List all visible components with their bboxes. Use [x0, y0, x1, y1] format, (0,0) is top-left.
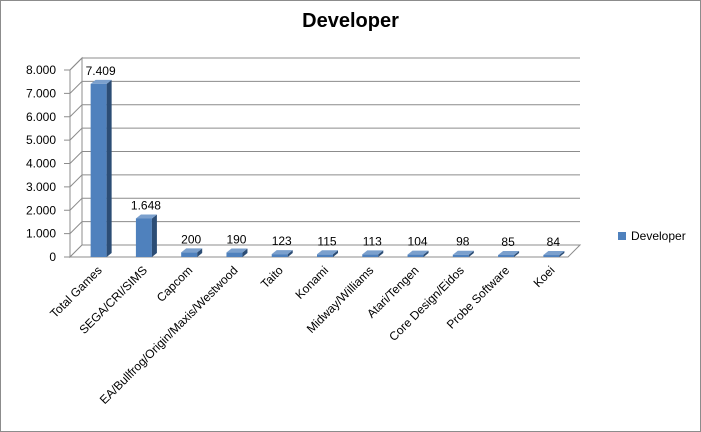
- bar-front: [90, 83, 107, 257]
- bar-side: [106, 79, 112, 257]
- bar-front: [452, 254, 469, 257]
- bar-front: [181, 252, 198, 257]
- bar-side: [151, 214, 157, 257]
- bar-top: [543, 251, 565, 256]
- bar: [452, 250, 474, 257]
- gridline: [69, 80, 580, 94]
- data-label: 123: [272, 234, 292, 248]
- bar-front: [135, 218, 152, 257]
- x-tick-label: Capcom: [154, 263, 195, 304]
- bar-side: [333, 250, 338, 257]
- bar-side: [242, 248, 248, 257]
- bar-top: [226, 248, 248, 253]
- bar-front: [498, 255, 515, 257]
- bar-side: [423, 250, 429, 257]
- y-tick-label: 3.000: [26, 180, 56, 194]
- bar-top: [362, 250, 384, 255]
- data-label: 7.409: [86, 64, 116, 78]
- bar-top: [317, 250, 338, 255]
- bar-side: [468, 250, 474, 257]
- bar-top: [452, 250, 474, 255]
- data-label: 1.648: [131, 198, 161, 212]
- y-tick-label: 7.000: [26, 86, 56, 100]
- x-tick-label: Konami: [292, 263, 331, 302]
- gridline: [69, 174, 580, 188]
- legend-swatch: [618, 232, 626, 240]
- y-tick-label: 1.000: [26, 227, 56, 241]
- bar-front: [226, 252, 243, 257]
- data-label: 190: [226, 233, 246, 247]
- bar-side: [378, 250, 384, 257]
- data-label: 200: [181, 232, 201, 246]
- bar-top: [407, 250, 429, 255]
- y-tick-label: 6.000: [26, 110, 56, 124]
- bar-front: [271, 254, 288, 257]
- bar-front: [407, 254, 424, 257]
- bar: [543, 251, 565, 257]
- data-label: 85: [501, 235, 515, 249]
- bar-top: [271, 250, 293, 255]
- bar: [135, 214, 157, 257]
- y-tick-label: 0: [49, 250, 56, 264]
- bar: [181, 248, 203, 257]
- gridline: [69, 151, 580, 164]
- data-label: 113: [363, 234, 382, 248]
- y-tick-label: 5.000: [26, 133, 56, 147]
- y-tick-label: 4.000: [26, 157, 56, 171]
- bar-top: [498, 251, 520, 256]
- bar-side: [514, 251, 520, 257]
- legend: Developer: [618, 229, 686, 243]
- bar: [90, 79, 112, 257]
- bar: [498, 251, 520, 257]
- chart-title: Developer: [302, 10, 399, 32]
- data-label: 104: [408, 235, 428, 249]
- bar: [271, 250, 293, 257]
- bar: [362, 250, 384, 257]
- y-tick-label: 8.000: [26, 63, 56, 77]
- gridline: [69, 221, 580, 234]
- bar: [226, 248, 248, 257]
- bar-front: [543, 255, 560, 257]
- bar-front: [362, 254, 379, 257]
- bar-top: [135, 214, 157, 219]
- y-tick-label: 2.000: [26, 203, 56, 217]
- x-tick-label: Taito: [258, 263, 286, 291]
- bar-front: [317, 254, 333, 257]
- bar-top: [90, 79, 112, 84]
- x-tick-label: Koei: [531, 263, 558, 290]
- gridline: [69, 127, 580, 141]
- data-label: 98: [456, 235, 470, 249]
- bar-side: [559, 251, 565, 257]
- gridline: [69, 57, 580, 71]
- bar: [317, 250, 338, 257]
- gridline: [69, 197, 580, 211]
- legend-label: Developer: [631, 229, 686, 243]
- gridline: [69, 104, 580, 118]
- data-label: 115: [317, 234, 336, 248]
- bar-side: [197, 248, 203, 257]
- bar-top: [181, 248, 203, 253]
- bar: [407, 250, 429, 257]
- data-label: 84: [547, 235, 561, 249]
- bar-side: [287, 250, 293, 257]
